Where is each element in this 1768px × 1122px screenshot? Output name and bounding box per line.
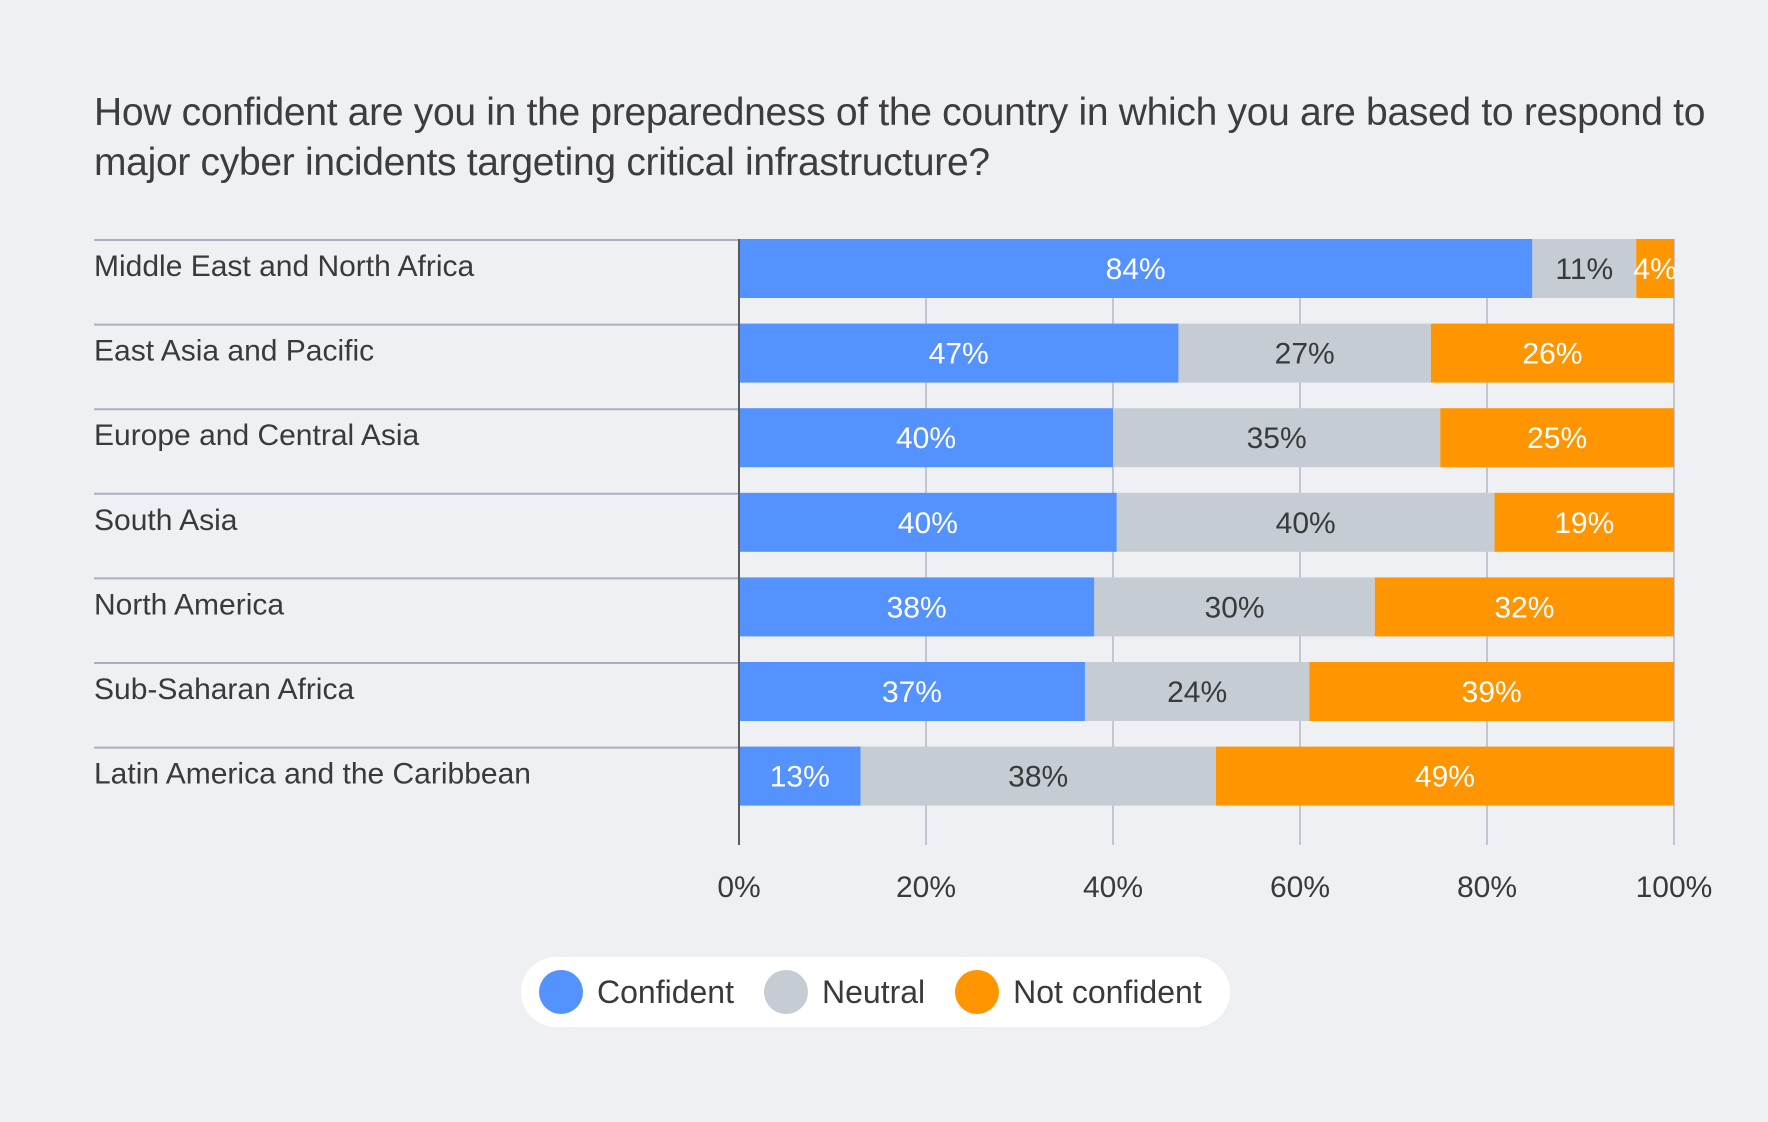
data-label: 27%	[1275, 338, 1335, 371]
legend-item: Neutral	[763, 970, 926, 1014]
bar-segment-neutral	[1084, 662, 1310, 721]
data-label: 38%	[1008, 761, 1068, 794]
data-label: 84%	[1106, 253, 1166, 286]
row-label: Europe and Central Asia	[94, 419, 420, 452]
x-tick-label: 20%	[896, 871, 956, 904]
bar-segment-neutral	[860, 746, 1216, 806]
bar-segment-not-confident	[1374, 577, 1674, 637]
bar-segment-confident	[739, 746, 861, 806]
data-label: 30%	[1205, 591, 1265, 624]
bar-segment-confident	[739, 239, 1533, 298]
x-tick-label: 0%	[717, 871, 760, 904]
chart-title: How confident are you in the preparednes…	[94, 91, 1706, 184]
data-label: 26%	[1522, 338, 1582, 371]
row-label: North America	[94, 588, 284, 621]
bar-segment-confident	[739, 323, 1179, 383]
bar-segment-neutral	[1113, 408, 1441, 468]
data-label: 40%	[898, 507, 958, 540]
data-label: 49%	[1415, 761, 1475, 794]
legend-swatch-icon	[763, 970, 808, 1014]
data-label: 24%	[1167, 676, 1227, 709]
bar-segment-not-confident	[1215, 746, 1674, 806]
legend-item: Confident	[539, 970, 734, 1014]
data-label: 25%	[1527, 422, 1587, 455]
row-label: East Asia and Pacific	[94, 335, 374, 368]
row-label: Middle East and North Africa	[94, 250, 475, 283]
chart-legend: Confident Neutral Not confident	[521, 957, 1230, 1027]
bar-segment-not-confident	[1636, 239, 1674, 298]
legend-label: Not confident	[1013, 973, 1202, 1010]
bar-segment-confident	[739, 662, 1085, 721]
bar-segment-confident	[739, 408, 1113, 468]
bar-segment-neutral	[1532, 239, 1637, 298]
bar-segment-not-confident	[1430, 323, 1674, 383]
bar-segment-not-confident	[1440, 408, 1674, 468]
x-tick-label: 60%	[1270, 871, 1330, 904]
data-label: 13%	[770, 761, 830, 794]
data-label: 47%	[929, 338, 989, 371]
legend-label: Neutral	[821, 973, 926, 1010]
data-label: 39%	[1462, 676, 1522, 709]
bar-segment-neutral	[1094, 577, 1375, 637]
row-label: Latin America and the Caribbean	[94, 758, 531, 791]
bar-segment-not-confident	[1494, 492, 1674, 552]
data-label: 35%	[1247, 422, 1307, 455]
data-label: 19%	[1554, 507, 1614, 540]
data-label: 40%	[1276, 507, 1336, 540]
legend-swatch-icon	[539, 970, 583, 1014]
bar-segment-not-confident	[1309, 662, 1674, 721]
data-label: 32%	[1494, 591, 1554, 624]
legend-swatch-icon	[955, 970, 1000, 1014]
x-tick-label: 40%	[1083, 871, 1143, 904]
bar-segment-confident	[739, 577, 1095, 637]
x-tick-label: 80%	[1457, 871, 1517, 904]
legend-label: Confident	[597, 973, 734, 1010]
row-label: South Asia	[94, 504, 238, 537]
data-label: 38%	[887, 591, 947, 624]
bar-segment-neutral	[1178, 323, 1431, 383]
bar-segment-confident	[739, 492, 1117, 552]
legend-item: Not confident	[955, 970, 1202, 1014]
data-label: 40%	[896, 422, 956, 455]
data-label: 37%	[882, 676, 942, 709]
data-label: 11%	[1555, 253, 1613, 286]
bar-segment-neutral	[1116, 492, 1495, 552]
data-label: 4%	[1633, 253, 1676, 286]
x-tick-label: 100%	[1636, 871, 1713, 904]
row-label: Sub-Saharan Africa	[94, 673, 354, 706]
